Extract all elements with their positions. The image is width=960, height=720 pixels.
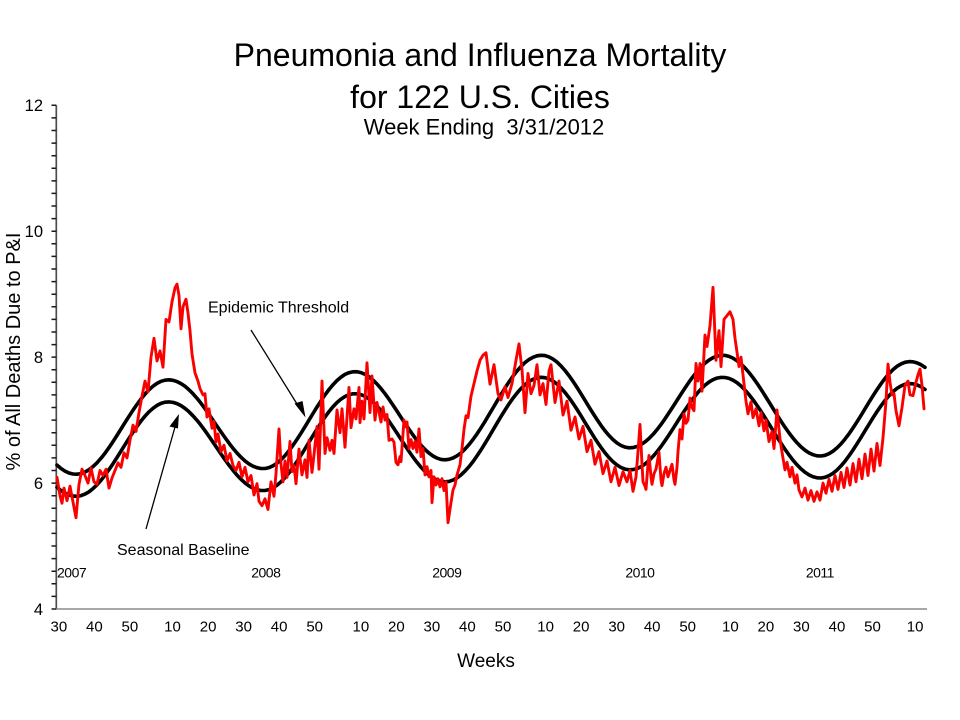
svg-text:2010: 2010 xyxy=(625,565,655,581)
svg-text:50: 50 xyxy=(306,619,323,636)
svg-text:2007: 2007 xyxy=(57,565,87,581)
svg-text:30: 30 xyxy=(235,619,252,636)
svg-text:10: 10 xyxy=(25,223,43,241)
svg-text:40: 40 xyxy=(86,619,103,636)
svg-text:50: 50 xyxy=(122,619,139,636)
svg-text:30: 30 xyxy=(793,619,810,636)
svg-text:10: 10 xyxy=(353,619,370,636)
svg-text:10: 10 xyxy=(537,619,554,636)
svg-text:40: 40 xyxy=(459,619,476,636)
svg-text:4: 4 xyxy=(34,601,43,619)
svg-text:20: 20 xyxy=(758,619,775,636)
svg-text:12: 12 xyxy=(25,97,43,115)
svg-text:10: 10 xyxy=(164,619,181,636)
svg-text:40: 40 xyxy=(829,619,846,636)
svg-text:2009: 2009 xyxy=(432,565,462,581)
svg-text:Epidemic Threshold: Epidemic Threshold xyxy=(208,300,349,317)
svg-text:20: 20 xyxy=(573,619,590,636)
svg-text:6: 6 xyxy=(34,475,43,493)
svg-text:30: 30 xyxy=(608,619,625,636)
svg-text:2011: 2011 xyxy=(806,565,835,581)
svg-text:Seasonal Baseline: Seasonal Baseline xyxy=(117,542,250,559)
svg-text:2008: 2008 xyxy=(251,565,281,581)
svg-text:20: 20 xyxy=(388,619,405,636)
svg-text:40: 40 xyxy=(644,619,661,636)
svg-text:40: 40 xyxy=(271,619,288,636)
svg-text:50: 50 xyxy=(864,619,881,636)
svg-text:10: 10 xyxy=(907,619,924,636)
svg-text:30: 30 xyxy=(51,619,68,636)
svg-text:20: 20 xyxy=(200,619,217,636)
svg-text:for 122 U.S. Cities: for 122 U.S. Cities xyxy=(350,79,610,115)
svg-text:% of All Deaths Due to P&I: % of All Deaths Due to P&I xyxy=(3,233,25,471)
svg-text:Weeks: Weeks xyxy=(457,651,515,672)
svg-text:Pneumonia and Influenza Mortal: Pneumonia and Influenza Mortality xyxy=(234,37,727,73)
svg-text:30: 30 xyxy=(424,619,441,636)
svg-text:10: 10 xyxy=(722,619,739,636)
svg-text:Week Ending 3/31/2012: Week Ending 3/31/2012 xyxy=(364,115,605,140)
svg-text:50: 50 xyxy=(679,619,696,636)
svg-text:50: 50 xyxy=(495,619,512,636)
svg-text:8: 8 xyxy=(34,349,43,367)
